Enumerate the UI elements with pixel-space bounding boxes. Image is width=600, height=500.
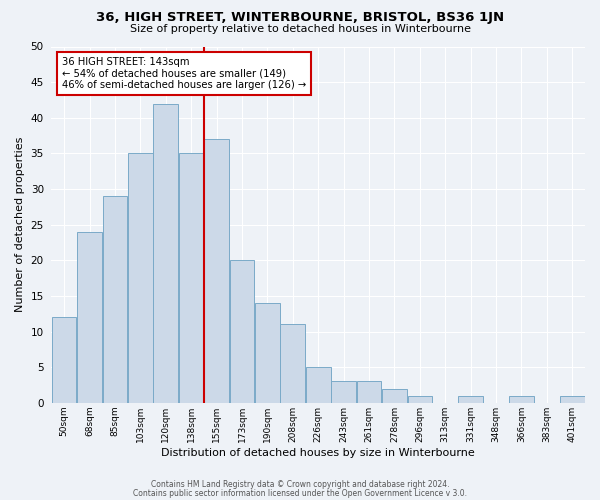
Bar [382,388,407,403]
Bar [560,396,584,403]
Bar [280,324,305,403]
Bar [52,318,76,403]
Bar [128,154,152,403]
Bar [255,303,280,403]
Bar [306,367,331,403]
Bar [204,139,229,403]
X-axis label: Distribution of detached houses by size in Winterbourne: Distribution of detached houses by size … [161,448,475,458]
Bar [407,396,432,403]
Text: Contains public sector information licensed under the Open Government Licence v : Contains public sector information licen… [133,488,467,498]
Text: 36 HIGH STREET: 143sqm
← 54% of detached houses are smaller (149)
46% of semi-de: 36 HIGH STREET: 143sqm ← 54% of detached… [62,57,307,90]
Bar [77,232,102,403]
Bar [230,260,254,403]
Bar [458,396,483,403]
Bar [179,154,203,403]
Text: Contains HM Land Registry data © Crown copyright and database right 2024.: Contains HM Land Registry data © Crown c… [151,480,449,489]
Text: Size of property relative to detached houses in Winterbourne: Size of property relative to detached ho… [130,24,470,34]
Text: 36, HIGH STREET, WINTERBOURNE, BRISTOL, BS36 1JN: 36, HIGH STREET, WINTERBOURNE, BRISTOL, … [96,11,504,24]
Bar [103,196,127,403]
Bar [509,396,534,403]
Y-axis label: Number of detached properties: Number of detached properties [15,137,25,312]
Bar [331,382,356,403]
Bar [154,104,178,403]
Bar [357,382,382,403]
